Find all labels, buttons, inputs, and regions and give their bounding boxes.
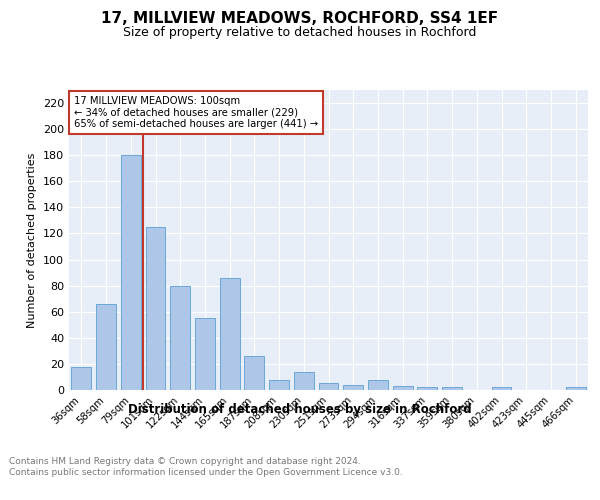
Bar — [170, 286, 190, 390]
Text: Distribution of detached houses by size in Rochford: Distribution of detached houses by size … — [128, 402, 472, 415]
Text: 17 MILLVIEW MEADOWS: 100sqm
← 34% of detached houses are smaller (229)
65% of se: 17 MILLVIEW MEADOWS: 100sqm ← 34% of det… — [74, 96, 319, 129]
Bar — [566, 388, 586, 390]
Bar — [195, 318, 215, 390]
Text: Size of property relative to detached houses in Rochford: Size of property relative to detached ho… — [124, 26, 476, 39]
Bar — [491, 388, 511, 390]
Bar — [244, 356, 264, 390]
Bar — [418, 388, 437, 390]
Bar — [269, 380, 289, 390]
Bar — [146, 227, 166, 390]
Bar — [220, 278, 239, 390]
Bar — [294, 372, 314, 390]
Bar — [71, 366, 91, 390]
Y-axis label: Number of detached properties: Number of detached properties — [28, 152, 37, 328]
Bar — [393, 386, 413, 390]
Bar — [343, 385, 363, 390]
Text: Contains HM Land Registry data © Crown copyright and database right 2024.
Contai: Contains HM Land Registry data © Crown c… — [9, 458, 403, 477]
Bar — [319, 384, 338, 390]
Bar — [96, 304, 116, 390]
Bar — [368, 380, 388, 390]
Bar — [121, 155, 140, 390]
Bar — [442, 388, 462, 390]
Text: 17, MILLVIEW MEADOWS, ROCHFORD, SS4 1EF: 17, MILLVIEW MEADOWS, ROCHFORD, SS4 1EF — [101, 11, 499, 26]
